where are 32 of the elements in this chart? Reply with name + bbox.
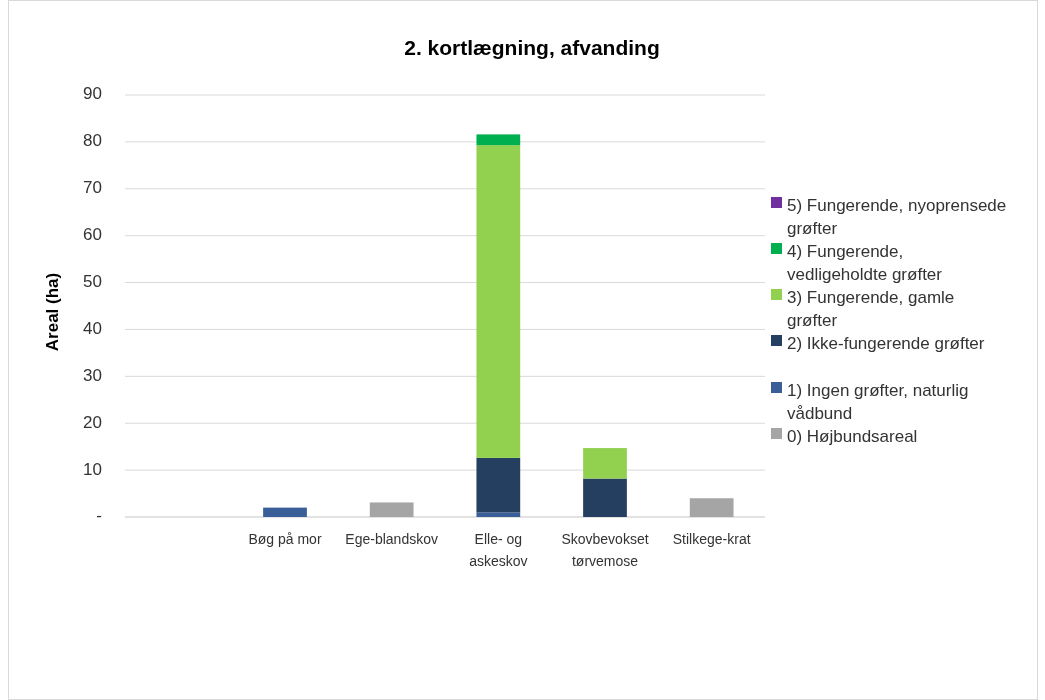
bar	[369, 502, 414, 517]
y-tick-label: 30	[83, 365, 102, 385]
legend-label: 5) Fungerende, nyoprensede grøfter	[787, 196, 1007, 239]
bar	[476, 134, 521, 146]
y-axis-title: Areal (ha)	[43, 272, 62, 352]
legend-label: 3) Fungerende, gamle grøfter	[787, 288, 955, 331]
legend-label: 4) Fungerende, vedligeholdte grøfter	[787, 242, 943, 285]
x-tick-label: Elle- og askeskov	[469, 530, 528, 569]
y-tick-label: 50	[83, 272, 102, 292]
x-tick-label: Ege-blandskov	[345, 530, 438, 547]
x-tick-label: Bøg på mor	[248, 530, 322, 547]
y-tick-label: 20	[83, 412, 102, 432]
legend-label: 0) Højbundsareal	[787, 427, 918, 447]
y-tick-label: 70	[83, 178, 102, 198]
legend-label: 2) Ikke-fungerende grøfter	[787, 334, 985, 354]
chart-title: 2. kortlægning, afvanding	[404, 36, 660, 59]
bar	[689, 498, 734, 517]
y-tick-label: 40	[83, 318, 102, 338]
bar	[476, 512, 521, 517]
bar	[476, 145, 521, 458]
bar	[583, 478, 627, 517]
y-tick-label: 10	[83, 459, 102, 479]
y-tick-label: 60	[83, 225, 102, 245]
legend-label: 1) Ingen grøfter, naturlig vådbund	[787, 381, 969, 424]
y-tick-label: 90	[83, 84, 102, 104]
x-tick-label: Skovbevokset tørvemose	[561, 530, 649, 569]
bar	[476, 457, 521, 513]
x-tick-label: Stilkege-krat	[672, 530, 751, 547]
y-tick-label: 80	[83, 131, 102, 151]
bar	[263, 507, 307, 517]
bar	[583, 448, 627, 479]
y-tick-label: -	[96, 506, 102, 526]
